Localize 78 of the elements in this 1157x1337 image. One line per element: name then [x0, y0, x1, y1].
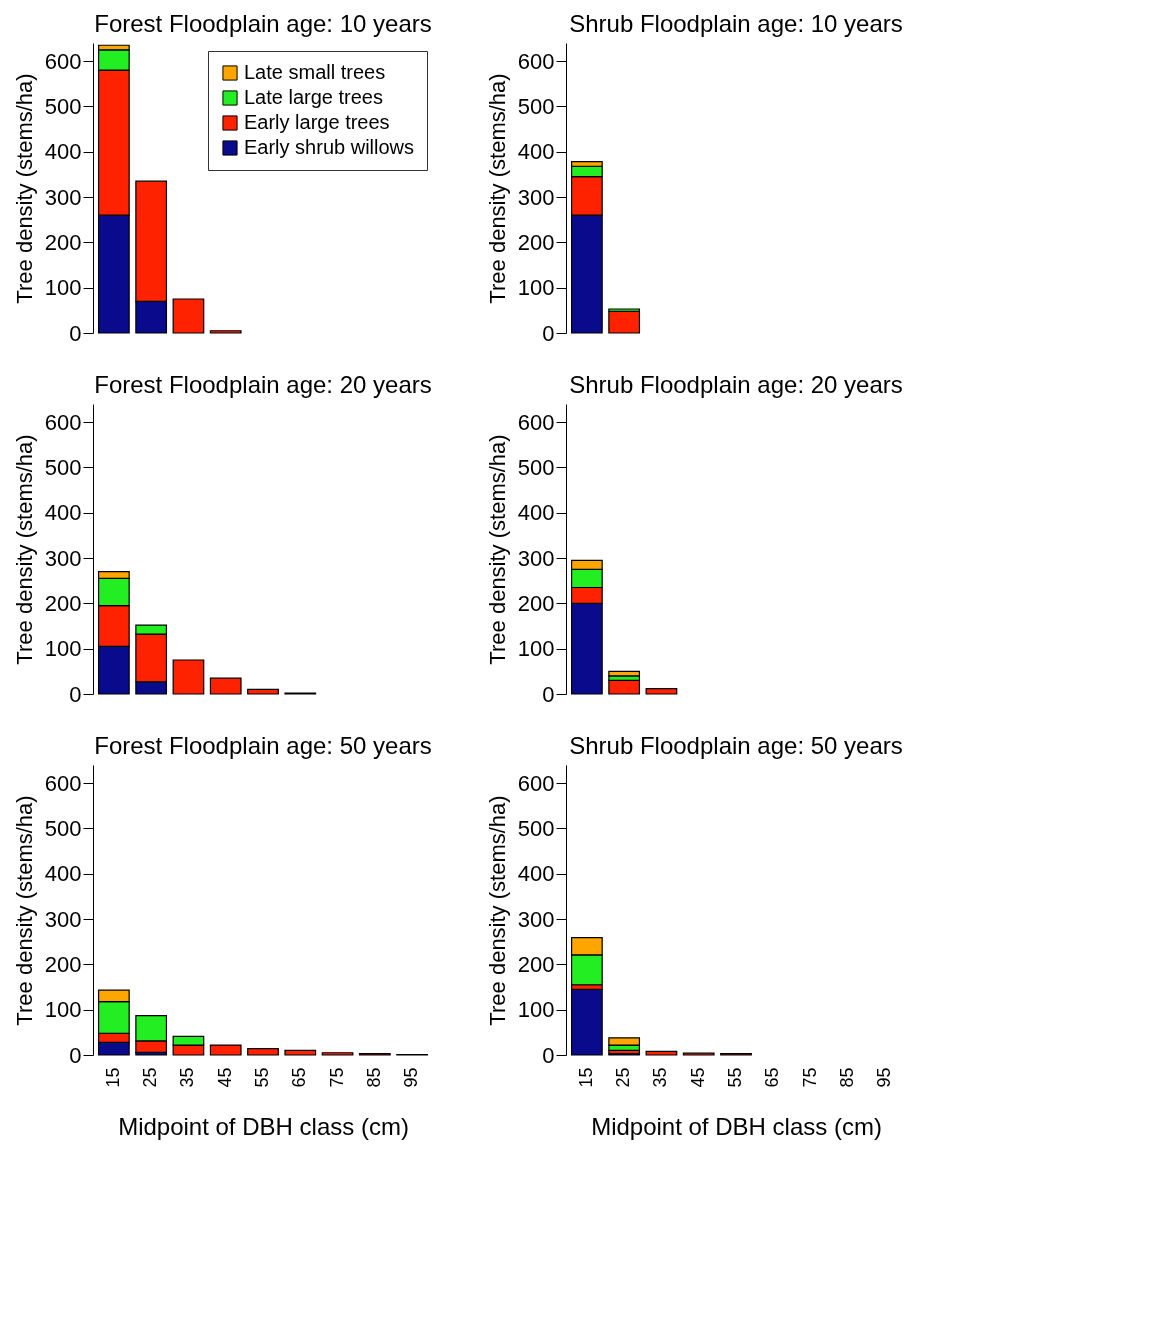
- y-tick-label: 0: [542, 320, 555, 346]
- y-tick-label: 400: [517, 861, 555, 887]
- x-tick-label: 35: [650, 1067, 671, 1088]
- y-tick-label: 200: [517, 229, 555, 255]
- y-tick-label: 600: [44, 48, 82, 74]
- y-tick-label: 500: [44, 815, 82, 841]
- x-axis-title: Midpoint of DBH class (cm): [591, 1112, 882, 1140]
- y-tick-label: 500: [44, 454, 82, 480]
- y-tick-label: 200: [44, 951, 82, 977]
- y-tick-label: 200: [517, 590, 555, 616]
- y-tick-label: 300: [44, 184, 82, 210]
- y-tick-label: 100: [517, 275, 555, 301]
- chart-title: Shrub Floodplain age: 50 years: [569, 732, 903, 759]
- x-axis-title: Midpoint of DBH class (cm): [118, 1112, 409, 1140]
- chart-title: Forest Floodplain age: 50 years: [94, 732, 432, 759]
- legend-label: Early shrub willows: [244, 136, 415, 158]
- y-tick-label: 0: [69, 1042, 82, 1068]
- x-tick-label: 15: [575, 1067, 596, 1088]
- y-axis-title: Tree density (stems/ha): [11, 795, 37, 1026]
- y-tick-label: 500: [517, 454, 555, 480]
- y-tick-label: 100: [44, 275, 82, 301]
- x-tick-label: 25: [613, 1067, 634, 1088]
- x-tick-label: 55: [252, 1067, 272, 1088]
- legend-label: Late small trees: [244, 61, 386, 83]
- y-tick-label: 400: [44, 500, 82, 526]
- y-tick-label: 0: [69, 320, 82, 346]
- x-tick-label: 75: [326, 1067, 347, 1088]
- chart-title: Shrub Floodplain age: 20 years: [569, 371, 903, 398]
- x-tick-label: 45: [214, 1067, 235, 1088]
- y-tick-label: 300: [517, 906, 555, 932]
- y-tick-label: 400: [517, 500, 555, 526]
- y-tick-label: 0: [542, 681, 555, 707]
- x-tick-label: 95: [874, 1067, 895, 1088]
- y-tick-label: 600: [517, 48, 555, 74]
- y-tick-label: 100: [517, 997, 555, 1023]
- y-axis-title: Tree density (stems/ha): [484, 434, 510, 665]
- x-tick-label: 25: [140, 1067, 161, 1088]
- x-tick-label: 65: [762, 1067, 783, 1088]
- y-tick-label: 0: [69, 681, 82, 707]
- x-tick-label: 95: [401, 1067, 422, 1088]
- y-axis-title: Tree density (stems/ha): [484, 795, 510, 1026]
- y-axis-title: Tree density (stems/ha): [11, 73, 37, 304]
- y-tick-label: 600: [44, 770, 82, 796]
- x-tick-label: 35: [177, 1067, 198, 1088]
- x-tick-label: 85: [363, 1067, 384, 1088]
- x-tick-label: 45: [687, 1067, 708, 1088]
- y-tick-label: 400: [44, 861, 82, 887]
- y-tick-label: 300: [517, 184, 555, 210]
- y-tick-label: 200: [44, 590, 82, 616]
- y-tick-label: 400: [517, 139, 555, 165]
- chart-title: Forest Floodplain age: 10 years: [94, 10, 432, 37]
- y-axis-title: Tree density (stems/ha): [484, 73, 510, 304]
- y-tick-label: 0: [542, 1042, 555, 1068]
- x-tick-label: 85: [836, 1067, 857, 1088]
- y-tick-label: 200: [517, 951, 555, 977]
- legend-label: Early large trees: [244, 111, 390, 133]
- y-tick-label: 200: [44, 229, 82, 255]
- y-tick-label: 600: [517, 409, 555, 435]
- y-axis-title: Tree density (stems/ha): [11, 434, 37, 665]
- y-tick-label: 600: [517, 770, 555, 796]
- y-tick-label: 300: [44, 545, 82, 571]
- y-tick-label: 500: [517, 815, 555, 841]
- x-tick-label: 65: [289, 1067, 310, 1088]
- y-tick-label: 600: [44, 409, 82, 435]
- x-tick-label: 55: [725, 1067, 745, 1088]
- y-tick-label: 100: [44, 636, 82, 662]
- y-tick-label: 100: [44, 997, 82, 1023]
- legend-label: Late large trees: [244, 86, 383, 108]
- y-tick-label: 500: [44, 93, 82, 119]
- x-tick-label: 15: [102, 1067, 123, 1088]
- chart-title: Forest Floodplain age: 20 years: [94, 371, 432, 398]
- y-tick-label: 500: [517, 93, 555, 119]
- x-tick-label: 75: [799, 1067, 820, 1088]
- y-tick-label: 300: [44, 906, 82, 932]
- y-tick-label: 300: [517, 545, 555, 571]
- chart-title: Shrub Floodplain age: 10 years: [569, 10, 903, 37]
- y-tick-label: 400: [44, 139, 82, 165]
- y-tick-label: 100: [517, 636, 555, 662]
